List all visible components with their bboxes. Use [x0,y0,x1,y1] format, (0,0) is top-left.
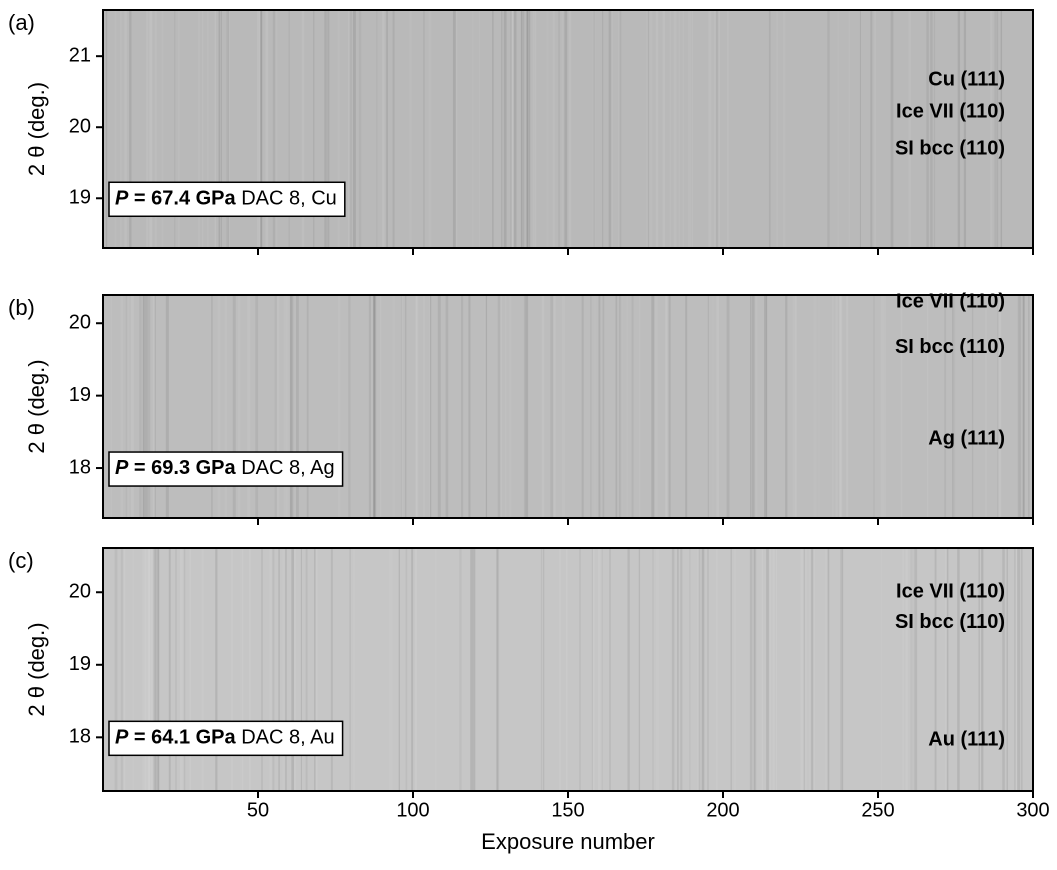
panel-label: (c) [8,548,34,573]
y-tick-label: 19 [69,653,91,675]
panel-label: (a) [8,10,35,35]
cell: DAC 8, Ag [236,457,335,479]
y-tick-label: 20 [69,116,91,138]
panel: Ice VII (110) SI bcc (110) Au (111) 18 19 20 5… [8,547,1050,854]
info-text: P = 64.1 GPa DAC 8, Au [115,727,335,749]
cell: DAC 8, Cu [236,188,337,210]
y-tick-label: 20 [69,581,91,603]
x-tick-label: 300 [1016,799,1049,821]
cell: DAC 8, Au [236,727,335,749]
x-tick-label: 250 [861,799,894,821]
info-text: P = 69.3 GPa DAC 8, Ag [115,457,335,479]
y-axis-label: 2 θ (deg.) [24,622,49,716]
x-tick-label: 100 [396,799,429,821]
y-tick-label: 19 [69,384,91,406]
pressure: = 67.4 GPa [128,188,236,210]
band-label: SI bcc (110) [895,138,1005,160]
pressure-symbol: P [115,188,129,210]
panel: Ice VII (110) SI bcc (110) Ag (111) 18 19 20 2… [8,291,1034,525]
band-label: Au (111) [928,729,1005,751]
info-box [108,181,346,218]
panel: Cu (111) Ice VII (110) SI bcc (110) 19 20 21 2… [8,9,1034,255]
band-label: SI bcc (110) [895,336,1005,358]
band-label: Cu (111) [928,69,1005,91]
y-tick-label: 18 [69,726,91,748]
pressure-symbol: P [115,457,129,479]
info-box [108,451,344,487]
info-text: P = 67.4 GPa DAC 8, Cu [115,188,337,210]
x-tick-label: 150 [551,799,584,821]
x-tick-label: 200 [706,799,739,821]
y-tick-label: 18 [69,456,91,478]
band-label: Ice VII (110) [896,101,1005,123]
panel-label: (b) [8,295,35,320]
band-label: Ice VII (110) [896,291,1005,313]
band-label: SI bcc (110) [895,611,1005,633]
y-axis-label: 2 θ (deg.) [24,359,49,453]
y-tick-label: 21 [69,44,91,66]
y-tick-label: 19 [69,187,91,209]
y-tick-label: 20 [69,312,91,334]
pressure: = 69.3 GPa [128,457,236,479]
band-label: Ag (111) [928,427,1005,449]
y-axis-label: 2 θ (deg.) [24,82,49,176]
band-label: Ice VII (110) [896,581,1005,603]
x-axis-label: Exposure number [481,829,655,854]
info-box [108,720,344,757]
pressure: = 64.1 GPa [128,727,236,749]
pressure-symbol: P [115,727,129,749]
x-tick-label: 50 [247,799,269,821]
